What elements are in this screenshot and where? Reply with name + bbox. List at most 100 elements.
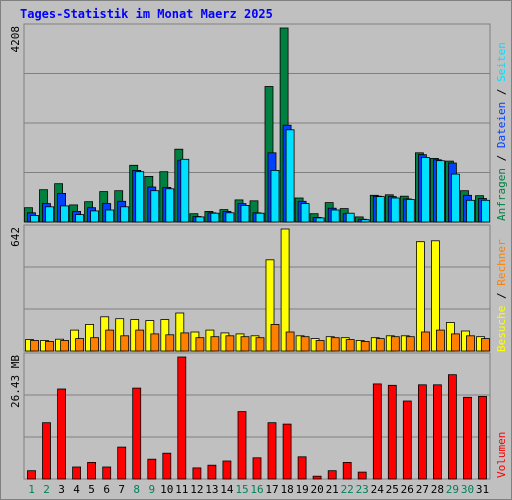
bar-sites-day-30 — [466, 335, 475, 352]
bar-sites-day-3 — [60, 340, 69, 352]
bar-kbytes-day-4 — [72, 466, 81, 480]
x-tick-label-day-9: 9 — [148, 483, 155, 496]
x-tick-label-day-8: 8 — [133, 483, 140, 496]
bar-kbytes-day-15 — [237, 411, 247, 480]
bar-kbytes-day-31 — [478, 395, 487, 480]
bar-sites-day-23 — [360, 341, 370, 352]
bar-sites-day-26 — [405, 336, 415, 352]
bar-pages-day-29 — [450, 173, 460, 223]
x-tick-label-day-31: 31 — [476, 483, 489, 496]
bar-pages-day-26 — [405, 198, 415, 223]
bar-kbytes-day-25 — [387, 384, 397, 480]
bar-kbytes-day-5 — [87, 461, 96, 480]
bar-sites-day-28 — [435, 329, 445, 352]
bar-sites-day-2 — [45, 341, 54, 352]
chart-title: Tages-Statistik im Monat Maerz 2025 — [20, 7, 273, 21]
bar-kbytes-day-11 — [177, 356, 187, 480]
bar-kbytes-day-26 — [402, 400, 412, 480]
x-tick-label-day-27: 27 — [416, 483, 429, 496]
bar-sites-day-16 — [255, 337, 265, 352]
bar-visits-day-27 — [415, 241, 425, 352]
bar-sites-day-9 — [150, 333, 160, 352]
bar-visits-day-7 — [115, 318, 125, 352]
bar-pages-day-5 — [90, 210, 99, 223]
bar-pages-day-4 — [75, 214, 84, 223]
x-tick-label-day-13: 13 — [205, 483, 218, 496]
legend-item-volumen: Volumen — [495, 432, 508, 478]
bar-sites-day-19 — [300, 336, 310, 352]
bar-pages-day-27 — [420, 157, 430, 223]
bar-sites-day-20 — [315, 340, 325, 352]
bar-kbytes-day-23 — [357, 471, 367, 480]
x-tick-label-day-20: 20 — [310, 483, 323, 496]
bar-pages-day-23 — [360, 219, 370, 223]
x-tick-label-day-12: 12 — [190, 483, 203, 496]
bar-sites-day-15 — [240, 336, 250, 352]
panel-top: 4208 — [9, 23, 491, 223]
y-max-label-middle: 642 — [9, 227, 22, 247]
x-tick-label-day-1: 1 — [28, 483, 35, 496]
bar-kbytes-day-14 — [222, 460, 232, 480]
bar-pages-day-24 — [375, 196, 385, 223]
x-tick-label-day-19: 19 — [295, 483, 308, 496]
bar-kbytes-day-2 — [42, 422, 51, 480]
x-tick-label-day-26: 26 — [401, 483, 414, 496]
bar-sites-day-14 — [225, 335, 235, 352]
bar-sites-day-4 — [75, 338, 84, 352]
legend-bottom: Volumen — [495, 432, 508, 478]
legend-top: Anfragen / Dateien / Seiten — [495, 42, 508, 221]
bar-pages-day-14 — [225, 212, 235, 223]
bar-sites-day-24 — [375, 338, 385, 352]
x-tick-label-day-24: 24 — [371, 483, 385, 496]
x-tick-label-day-25: 25 — [386, 483, 399, 496]
x-tick-label-day-17: 17 — [265, 483, 278, 496]
x-tick-label-day-4: 4 — [73, 483, 80, 496]
bar-sites-day-22 — [345, 339, 355, 352]
legend-item-seiten: Seiten — [495, 42, 508, 82]
bar-kbytes-day-7 — [117, 446, 127, 480]
bar-kbytes-day-1 — [27, 470, 36, 480]
bar-pages-day-21 — [330, 209, 340, 223]
x-tick-label-day-18: 18 — [280, 483, 293, 496]
bar-pages-day-7 — [120, 206, 130, 223]
bar-visits-day-18 — [280, 228, 290, 352]
bar-kbytes-day-30 — [463, 396, 472, 480]
bar-sites-day-6 — [105, 329, 115, 352]
bar-sites-day-11 — [180, 332, 190, 352]
bar-sites-day-7 — [120, 335, 130, 352]
bar-kbytes-day-19 — [297, 456, 307, 480]
bar-pages-day-22 — [345, 212, 355, 223]
y-max-label-bottom: 26.43 MB — [9, 355, 22, 408]
bar-pages-day-2 — [45, 206, 54, 223]
x-tick-label-day-16: 16 — [250, 483, 263, 496]
bar-kbytes-day-28 — [432, 384, 442, 480]
bar-kbytes-day-6 — [102, 466, 112, 480]
legend-item-dateien: Dateien — [495, 102, 508, 148]
x-tick-label-day-21: 21 — [326, 483, 339, 496]
x-tick-label-day-10: 10 — [160, 483, 173, 496]
bar-sites-day-31 — [481, 338, 490, 352]
bar-pages-day-6 — [105, 209, 115, 223]
panel-middle: 642 — [9, 224, 491, 352]
x-tick-label-day-6: 6 — [103, 483, 110, 496]
bar-pages-day-11 — [180, 158, 190, 223]
bar-pages-day-19 — [300, 203, 310, 223]
bar-kbytes-day-22 — [342, 461, 352, 480]
bar-kbytes-day-21 — [327, 470, 337, 480]
bar-sites-day-8 — [135, 329, 145, 352]
panel-bottom: 26.43 MB — [9, 352, 491, 480]
bar-kbytes-day-17 — [267, 422, 277, 480]
bar-kbytes-day-12 — [192, 467, 202, 480]
bar-sites-day-25 — [390, 336, 400, 352]
bar-pages-day-17 — [270, 169, 280, 223]
bar-visits-day-28 — [430, 240, 440, 352]
bar-pages-day-12 — [195, 216, 205, 223]
bar-sites-day-18 — [285, 331, 295, 352]
legend-separator: / — [495, 286, 508, 306]
x-tick-label-day-22: 22 — [341, 483, 354, 496]
bar-pages-day-8 — [135, 171, 145, 223]
bar-kbytes-day-20 — [312, 475, 322, 480]
bar-kbytes-day-8 — [132, 387, 142, 480]
bar-pages-day-16 — [255, 212, 265, 223]
